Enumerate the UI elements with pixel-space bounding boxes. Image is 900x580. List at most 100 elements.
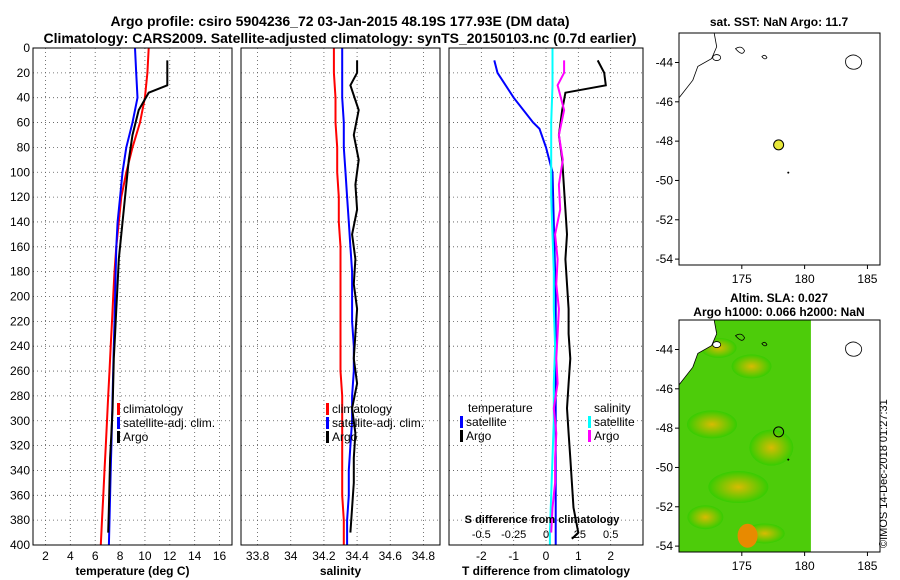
y-tick-label: 340 (10, 463, 30, 477)
x-tick-label: 34.2 (312, 549, 336, 563)
map-y-tick-label: -52 (656, 213, 674, 227)
y-tick-label: 0 (23, 41, 30, 55)
legend-label: satellite (594, 415, 635, 429)
plot-frame (32, 47, 233, 546)
y-tick-label: 280 (10, 389, 30, 403)
legend-swatch (588, 430, 591, 442)
map-title-sla-line1: Altim. SLA: 0.027 (730, 291, 828, 305)
x-tick-label: 2 (607, 549, 614, 563)
legend-label: climatology (332, 402, 392, 416)
x-tick-label: 0 (543, 549, 550, 563)
x-axis-label: salinity (320, 564, 362, 578)
argo-float-marker (773, 426, 785, 438)
y-tick-label: 20 (17, 66, 31, 80)
bathymetry-contour (734, 46, 745, 54)
panel-differences: -2 -1 0 1 2T difference from climatology S di… (448, 47, 644, 578)
argo-float-marker (773, 139, 785, 151)
coastline-banks-peninsula (712, 54, 722, 61)
y-tick-label: 320 (10, 439, 30, 453)
coastline-chatham-islands (845, 54, 863, 70)
legend-swatch (326, 431, 329, 443)
legend-swatch (326, 403, 329, 415)
legend-label: satellite-adj. clim. (332, 416, 424, 430)
x-tick-label: -2 (476, 549, 487, 563)
x-tick-label: 12 (163, 549, 177, 563)
map-title-sla-line2: Argo h1000: 0.066 h2000: NaN (693, 305, 864, 319)
sla-anomaly (731, 354, 772, 379)
bathymetry-contour (787, 458, 790, 461)
plot-frame (448, 47, 644, 546)
legend-label: Argo (123, 430, 149, 444)
map-x-tick-label: 180 (795, 272, 815, 286)
x2-tick-label: 0.5 (603, 529, 618, 541)
chart-title-line1: Argo profile: csiro 5904236_72 03-Jan-20… (110, 13, 570, 29)
series-line-S-satellite (548, 48, 557, 545)
legend-label: Argo (466, 429, 492, 443)
map-y-tick-label: -52 (656, 500, 674, 514)
map-x-tick-label: 185 (857, 272, 877, 286)
x-tick-label: 14 (188, 549, 202, 563)
bathymetry-contour (734, 333, 745, 341)
map-y-tick-label: -46 (656, 382, 674, 396)
x2-axis-label: S difference from climatology (465, 514, 621, 526)
y-tick-label: 300 (10, 414, 30, 428)
y-tick-label: 220 (10, 314, 30, 328)
x-tick-label: 33.8 (246, 549, 270, 563)
y-tick-label: 200 (10, 290, 30, 304)
legend-label: satellite (466, 415, 507, 429)
map-x-tick-label: 180 (795, 559, 815, 573)
map-y-tick-label: -44 (656, 342, 674, 356)
x-tick-label: 34.8 (412, 549, 436, 563)
sla-anomaly (687, 505, 724, 530)
y-tick-label: 100 (10, 165, 30, 179)
map-y-tick-label: -50 (656, 173, 674, 187)
x-tick-label: 8 (117, 549, 124, 563)
x-tick-label: 10 (138, 549, 152, 563)
series-line-climatology (332, 48, 345, 545)
coastline-banks-peninsula (712, 341, 722, 348)
map-sla_map: -44 -46 -48 -50 -52 -54 175 180 185 Altim. SLA: 0… (656, 291, 881, 573)
sla-anomaly (708, 471, 769, 504)
map-title-sst: sat. SST: NaN Argo: 11.7 (710, 15, 849, 29)
map-y-tick-label: -46 (656, 95, 674, 109)
panel-temperature: 0 20 40 60 80 100 120 140 160 180 200 220 240 260 280 3… (10, 41, 233, 578)
x2-tick-label: -0.5 (472, 529, 491, 541)
x-tick-label: 34 (284, 549, 298, 563)
x-tick-label: 2 (42, 549, 49, 563)
bathymetry-contour (761, 54, 768, 60)
series-line-T-satellite (493, 60, 557, 545)
x2-tick-label: -0.25 (501, 529, 526, 541)
x-tick-label: 6 (92, 549, 99, 563)
y-tick-label: 240 (10, 339, 30, 353)
bathymetry-contour (761, 341, 768, 347)
y-tick-label: 260 (10, 364, 30, 378)
plot-frame (240, 47, 441, 546)
y-tick-label: 360 (10, 488, 30, 502)
y-tick-label: 400 (10, 538, 30, 552)
legend-swatch (117, 403, 120, 415)
series-line-satellite-adj. (341, 48, 355, 545)
map-frame (678, 32, 881, 266)
legend-swatch (460, 430, 463, 442)
y-tick-label: 120 (10, 190, 30, 204)
y-tick-label: 80 (17, 140, 31, 154)
legend-label: Argo (594, 429, 620, 443)
map-y-tick-label: -48 (656, 134, 674, 148)
map-x-tick-label: 175 (732, 559, 752, 573)
series-line-climatology (99, 47, 150, 546)
series-line-Argo (349, 60, 360, 533)
y-tick-label: 180 (10, 265, 30, 279)
legend-title-salinity: salinity (594, 401, 631, 415)
map-frame (678, 319, 881, 553)
map-sst_map: -44 -46 -48 -50 -52 -54 175 180 185 sat. SST: NaN… (656, 15, 881, 286)
y-tick-label: 40 (17, 91, 31, 105)
legend-label: climatology (123, 402, 183, 416)
y-tick-label: 60 (17, 116, 31, 130)
map-y-tick-label: -44 (656, 55, 674, 69)
map-x-tick-label: 175 (732, 272, 752, 286)
x-tick-label: 34.6 (379, 549, 403, 563)
sla-anomaly (749, 429, 794, 466)
x-tick-label: 1 (575, 549, 582, 563)
x2-tick-label: 0 (543, 529, 549, 541)
